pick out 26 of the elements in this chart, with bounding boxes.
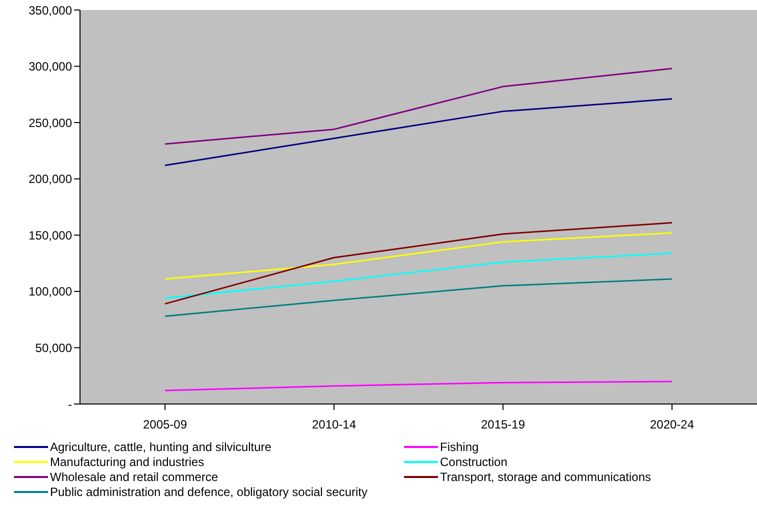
legend-label: Fishing: [440, 440, 479, 454]
legend-label: Public administration and defence, obligatory social security: [50, 485, 368, 499]
line-series: [164, 222, 673, 305]
x-tick-label: 2010-14: [312, 418, 356, 432]
line-series: [164, 232, 673, 280]
y-tick-label: 350,000: [28, 3, 72, 18]
legend-label: Wholesale and retail commerce: [50, 470, 218, 484]
x-tick-label: 2020-24: [650, 418, 694, 432]
line-series: [164, 98, 673, 166]
y-tick-label: 100,000: [28, 284, 72, 299]
legend-label: Construction: [440, 455, 508, 469]
y-tick-label: 150,000: [28, 228, 72, 242]
x-tick-label: 2015-19: [480, 418, 526, 432]
line-series: [164, 278, 673, 317]
x-tick-label: 2005-09: [142, 418, 188, 432]
y-tick-label: 50,000: [35, 340, 72, 355]
line-series: [164, 252, 673, 299]
y-tick-label: 250,000: [28, 116, 72, 130]
legend-label: Transport, storage and communications: [440, 470, 651, 484]
y-tick-label: -: [68, 397, 72, 412]
y-tick-label: 200,000: [28, 172, 72, 186]
y-tick-label: 300,000: [28, 60, 72, 74]
legend-label: Agriculture, cattle, hunting and silviculture: [50, 440, 272, 454]
line-series: [164, 380, 673, 392]
legend-label: Manufacturing and industries: [50, 455, 204, 469]
line-series: [164, 68, 673, 145]
